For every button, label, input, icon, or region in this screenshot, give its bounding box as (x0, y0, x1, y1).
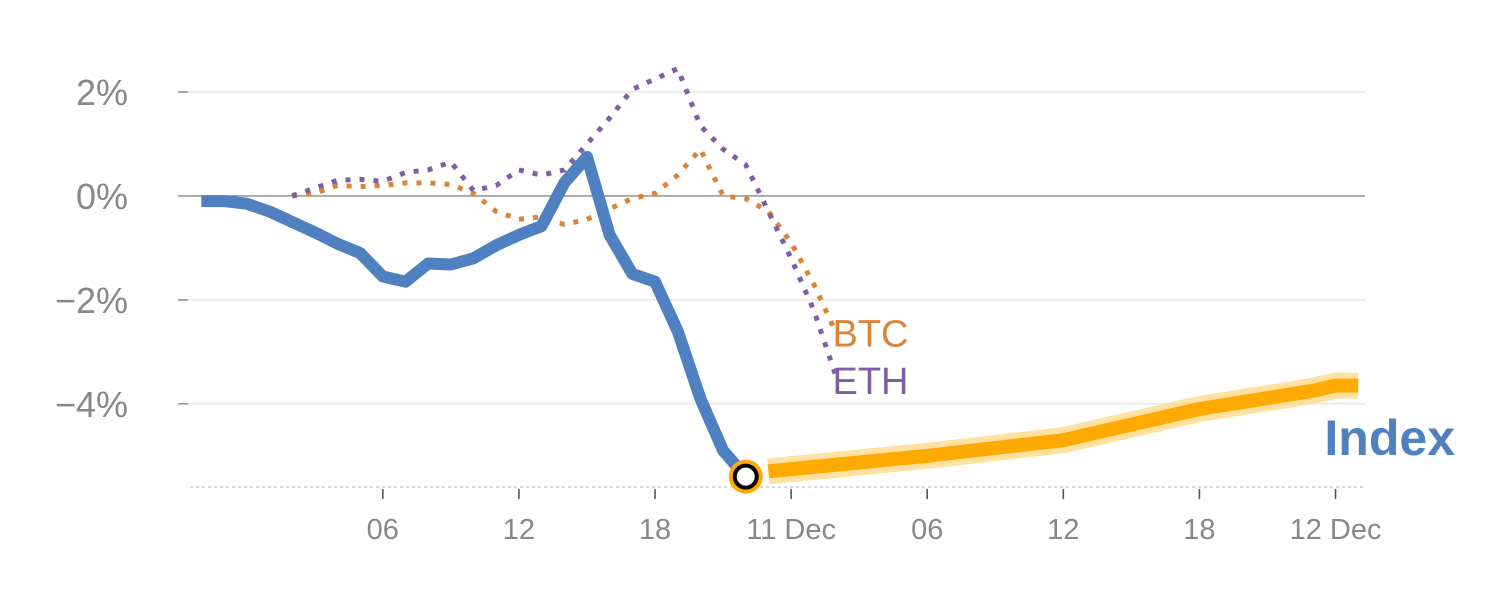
y-tick-label: −4% (55, 384, 128, 425)
endpoint-marker (732, 463, 759, 490)
x-tick-label: 12 (503, 514, 535, 546)
x-tick-label: 12 (1047, 514, 1079, 546)
y-tick-label: −2% (55, 280, 128, 321)
series-label-btc: BTC (832, 314, 908, 356)
y-tick-label: 0% (76, 176, 128, 217)
highlight-line (767, 378, 1359, 479)
series-line-index (201, 150, 751, 481)
x-tick-label: 18 (1183, 514, 1215, 546)
x-tick-label: 18 (639, 514, 671, 546)
x-tick-label: 12 Dec (1290, 514, 1382, 546)
series-layer (201, 66, 1359, 494)
x-tick-label: 06 (367, 514, 399, 546)
label-layer: BTC ETH Index (832, 314, 1455, 466)
series-line-eth (291, 66, 839, 379)
series-label-index: Index (1324, 410, 1455, 466)
series-label-eth: ETH (832, 361, 908, 403)
x-tick-label: 11 Dec (746, 514, 836, 546)
y-tick-label: 2% (76, 72, 128, 113)
grid-layer: 2% 0% −2% −4% 06 12 18 11 Dec 06 12 18 12 Dec (55, 72, 1382, 546)
series-line-btc (291, 146, 839, 335)
x-tick-label: 06 (911, 514, 943, 546)
